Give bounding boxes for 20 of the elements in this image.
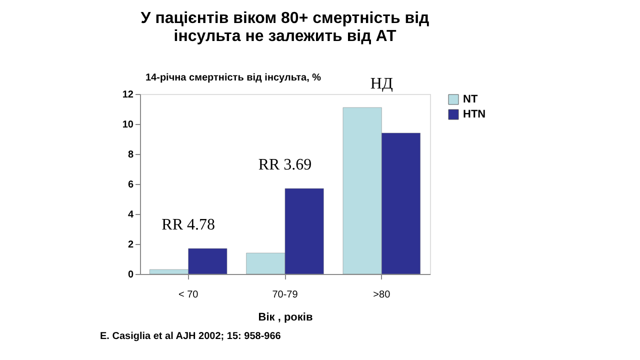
legend-label: HTN [463, 108, 486, 120]
x-tick-label: < 70 [178, 290, 199, 300]
text: інсульта не залежить від АТ [174, 28, 396, 45]
y-tick-label: 6 [128, 180, 134, 190]
x-tick-label: >80 [373, 290, 391, 300]
annotation: RR 4.78 [162, 216, 216, 234]
text: E. Casiglia et al AJH 2002; 15: 958-966 [100, 331, 282, 342]
y-tick-label: 4 [128, 210, 134, 220]
x-axis-title: Вік , років [258, 312, 313, 324]
y-tick-label: 10 [122, 120, 134, 130]
text: У пацієнтів віком 80+ смертність від [140, 10, 430, 27]
y-axis-title: 14-річна смертність від інсульта, % [146, 72, 322, 84]
x-tick-label: 70-79 [272, 290, 298, 300]
text: НД [370, 76, 393, 92]
annotation: RR 3.69 [258, 156, 312, 174]
y-tick-label: 2 [128, 240, 134, 250]
y-tick-label: 0 [128, 270, 134, 280]
y-tick-label: 12 [122, 90, 134, 100]
y-tick-label: 8 [128, 150, 134, 160]
legend-label: NT [463, 94, 478, 106]
